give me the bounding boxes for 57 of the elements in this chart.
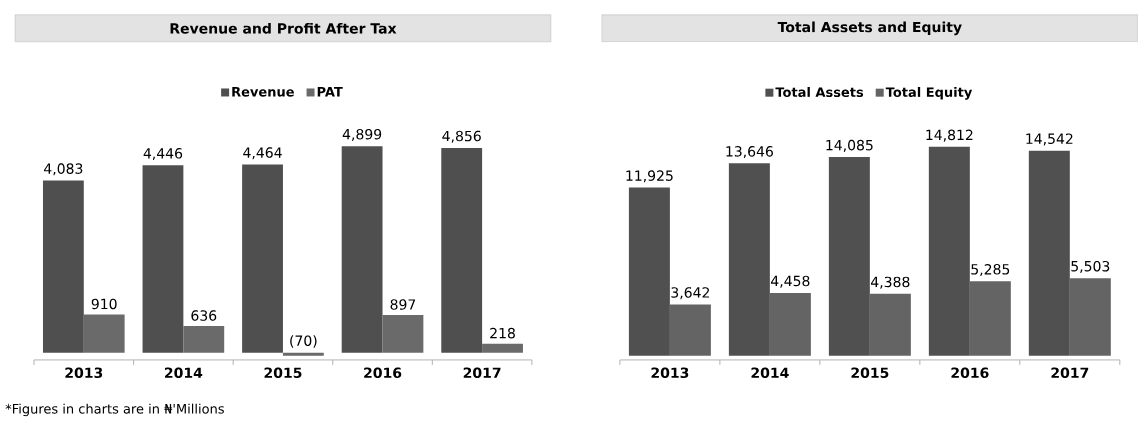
bar <box>282 352 324 356</box>
x-tick-label: 2015 <box>851 367 889 379</box>
data-label: 3,642 <box>671 287 710 300</box>
x-tick-label: 2014 <box>751 367 789 379</box>
data-label: 14,085 <box>826 139 873 152</box>
x-tick-label: 2017 <box>1051 367 1089 379</box>
data-label: (70) <box>290 335 317 348</box>
bar <box>1069 278 1111 356</box>
bar <box>769 292 811 356</box>
legend-label: PAT <box>317 87 343 97</box>
chart-title: Revenue and Profit After Tax <box>170 22 397 34</box>
data-label: 4,388 <box>871 276 910 289</box>
bar <box>669 304 711 356</box>
bar <box>242 164 283 353</box>
bar <box>341 146 383 353</box>
data-label: 14,542 <box>1026 133 1073 146</box>
bar <box>482 343 523 353</box>
x-tick-label: 2013 <box>65 367 103 379</box>
bar <box>83 314 125 353</box>
data-label: 4,856 <box>442 130 481 143</box>
bar <box>42 180 84 353</box>
data-label: 4,446 <box>143 148 183 161</box>
bar <box>183 326 225 353</box>
data-label: 636 <box>191 310 217 321</box>
data-label: 5,285 <box>971 264 1010 277</box>
data-label: 11,925 <box>626 170 673 183</box>
data-label: 13,646 <box>726 146 773 159</box>
text: *Figures in charts are in ₦'Millions <box>5 403 224 417</box>
bar <box>382 315 424 353</box>
bar <box>628 187 670 356</box>
bar <box>441 147 483 353</box>
x-tick-label: 2014 <box>165 367 203 379</box>
bar <box>142 165 184 353</box>
legend-label: Total Assets <box>775 87 864 98</box>
data-label: 4,083 <box>44 163 83 176</box>
x-tick-label: 2016 <box>364 367 402 379</box>
bar <box>969 281 1011 356</box>
bar <box>928 146 970 356</box>
bar <box>869 293 911 356</box>
data-label: 218 <box>490 327 515 339</box>
chart-title: Total Assets and Equity <box>777 21 962 36</box>
legend-label: Revenue <box>232 87 294 97</box>
bar <box>1028 150 1070 356</box>
data-label: 4,464 <box>243 147 282 160</box>
data-label: 4,899 <box>342 128 382 141</box>
bar <box>828 157 870 356</box>
x-tick-label: 2017 <box>463 367 501 379</box>
x-tick-label: 2013 <box>651 367 689 379</box>
legend-label: Total Equity <box>885 87 973 100</box>
bar <box>728 163 770 356</box>
data-label: 5,503 <box>1071 260 1110 273</box>
data-label: 910 <box>91 298 117 310</box>
x-tick-label: 2015 <box>264 367 302 379</box>
data-label: 14,812 <box>926 129 973 142</box>
data-label: 4,458 <box>771 275 810 288</box>
x-tick-label: 2016 <box>951 367 989 379</box>
data-label: 897 <box>390 299 416 310</box>
